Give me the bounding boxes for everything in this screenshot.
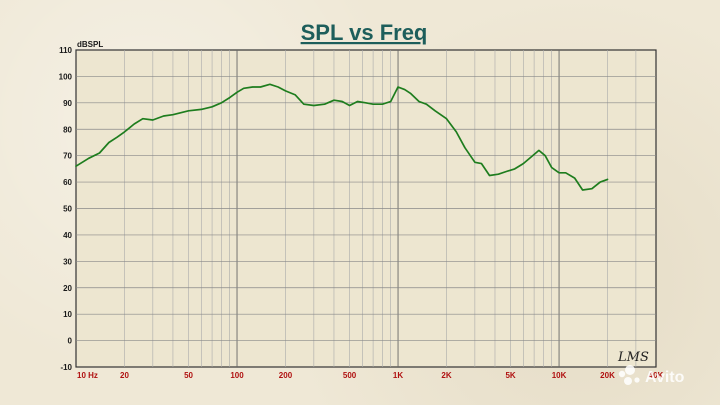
x-tick-label: 20K — [600, 371, 615, 380]
x-tick-label: 100 — [230, 371, 244, 380]
x-tick-label: 5K — [505, 371, 515, 380]
x-tick-label: 10K — [552, 371, 567, 380]
x-tick-label: 50 — [184, 371, 193, 380]
y-tick-label: 90 — [63, 99, 72, 108]
chart-title: SPL vs Freq — [301, 20, 428, 45]
y-tick-label: 70 — [63, 152, 72, 161]
svg-text:Avito: Avito — [645, 369, 685, 386]
x-tick-label: 40K — [649, 371, 664, 380]
series-layer — [75, 83, 609, 191]
series-line-spl — [75, 83, 609, 191]
y-tick-label: 80 — [63, 125, 72, 134]
x-tick-label: 500 — [343, 371, 357, 380]
y-tick-label: 100 — [59, 72, 73, 81]
x-tick-labels: 10 Hz 20 50 100 200 500 1K 2K 5K 10K 20K 40K — [77, 371, 664, 380]
y-tick-label: 0 — [68, 337, 73, 346]
x-tick-label: 2K — [441, 371, 451, 380]
x-tick-label: 10 Hz — [77, 371, 98, 380]
avito-watermark: Avito — [618, 365, 685, 386]
y-tick-label: 10 — [63, 310, 72, 319]
y-tick-label: 60 — [63, 178, 72, 187]
x-tick-label: 200 — [279, 371, 293, 380]
y-tick-label: -10 — [60, 363, 72, 372]
x-tick-label: 1K — [393, 371, 403, 380]
x-tick-label: 20 — [120, 371, 129, 380]
y-tick-label: 50 — [63, 205, 72, 214]
grid-major — [76, 50, 656, 367]
y-tick-label: 30 — [63, 257, 72, 266]
y-tick-label: 110 — [59, 46, 72, 55]
y-axis-label: dBSPL — [77, 40, 103, 49]
lms-logo: LMS — [617, 350, 649, 365]
y-tick-label: 20 — [63, 284, 72, 293]
y-tick-label: 40 — [63, 231, 72, 240]
